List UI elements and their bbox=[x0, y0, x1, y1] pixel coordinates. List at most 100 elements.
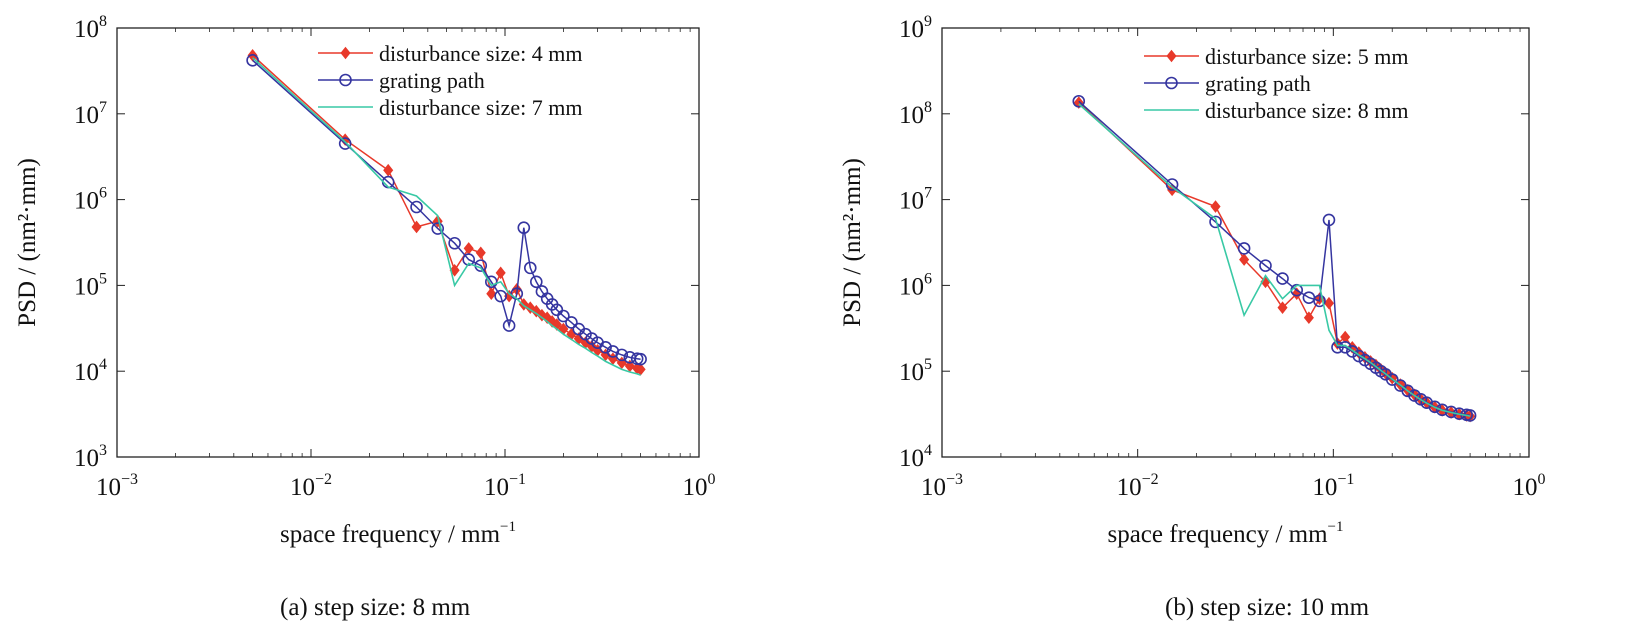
y-tick-label: 103 bbox=[74, 442, 107, 472]
data-point bbox=[411, 220, 422, 234]
data-point bbox=[599, 340, 612, 354]
x-tick-label: 10−1 bbox=[484, 471, 526, 501]
legend-swatch-marker bbox=[1165, 76, 1178, 90]
y-tick-label: 108 bbox=[899, 99, 932, 129]
data-point bbox=[431, 222, 445, 235]
data-point bbox=[1276, 272, 1289, 285]
data-point bbox=[486, 287, 497, 301]
data-point bbox=[579, 327, 592, 341]
y-tick-label: 109 bbox=[899, 13, 932, 43]
data-point bbox=[517, 221, 531, 235]
series-line bbox=[1078, 102, 1471, 417]
y-axis-label: PSD / (nm²·mm) bbox=[14, 158, 41, 327]
x-tick-label: 100 bbox=[683, 471, 716, 501]
legend-label: grating path bbox=[379, 68, 485, 93]
legend-item: grating path bbox=[1144, 71, 1311, 96]
x-tick-label: 10−2 bbox=[290, 471, 332, 501]
legend-item: disturbance size: 7 mm bbox=[318, 95, 582, 120]
data-point bbox=[449, 263, 460, 277]
y-tick-label: 106 bbox=[74, 185, 107, 215]
series-line bbox=[1078, 100, 1471, 417]
y-tick-label: 105 bbox=[74, 270, 107, 300]
x-tick-label: 10−3 bbox=[96, 471, 138, 501]
data-point bbox=[1338, 340, 1352, 354]
y-tick-label: 105 bbox=[899, 356, 932, 386]
data-point bbox=[634, 352, 647, 366]
data-point bbox=[1165, 178, 1179, 191]
data-point bbox=[494, 289, 507, 303]
legend-label: disturbance size: 7 mm bbox=[379, 95, 582, 120]
series-1 bbox=[1072, 94, 1477, 422]
legend-swatch-marker bbox=[1166, 49, 1177, 63]
data-point bbox=[1313, 294, 1326, 308]
x-axis-label: space frequency / mm−1 bbox=[280, 519, 516, 548]
data-point bbox=[1072, 94, 1086, 108]
data-point bbox=[1323, 296, 1335, 310]
y-tick-label: 104 bbox=[74, 356, 107, 386]
data-point bbox=[523, 261, 537, 275]
data-point bbox=[246, 54, 259, 67]
series-2 bbox=[1078, 103, 1471, 417]
legend-swatch-marker bbox=[339, 73, 352, 87]
data-point bbox=[485, 275, 498, 289]
x-axis-label: space frequency / mm−1 bbox=[1107, 519, 1343, 548]
data-point bbox=[462, 253, 476, 266]
series-0 bbox=[1073, 96, 1476, 423]
data-point bbox=[1385, 373, 1399, 386]
data-point bbox=[550, 303, 564, 317]
y-tick-label: 107 bbox=[74, 99, 107, 129]
data-point bbox=[1259, 259, 1272, 272]
data-point bbox=[1277, 301, 1288, 314]
data-point bbox=[502, 319, 516, 332]
y-tick-label: 107 bbox=[899, 185, 932, 215]
legend-item: grating path bbox=[318, 68, 485, 93]
data-point bbox=[557, 309, 570, 323]
data-point bbox=[1322, 213, 1336, 227]
legend-swatch-marker bbox=[340, 46, 351, 60]
chart-b: 10−3 10−2 10−1 100 104 105 106 107 108 109 space f… bbox=[839, 13, 1546, 548]
data-point bbox=[1209, 215, 1222, 229]
series-1 bbox=[246, 54, 647, 366]
legend-item: disturbance size: 4 mm bbox=[318, 41, 582, 66]
data-point bbox=[1210, 200, 1221, 213]
y-tick-label: 108 bbox=[74, 13, 107, 43]
plot-frame bbox=[941, 27, 1530, 458]
data-point bbox=[495, 266, 506, 280]
data-point bbox=[338, 137, 352, 150]
series-2 bbox=[252, 57, 641, 376]
x-tick-label: 100 bbox=[1513, 471, 1546, 501]
caption-a: (a) step size: 8 mm bbox=[280, 594, 471, 621]
data-point bbox=[383, 163, 394, 177]
data-point bbox=[1237, 242, 1251, 255]
data-point bbox=[1303, 311, 1314, 325]
series-line bbox=[252, 59, 641, 360]
data-point bbox=[448, 236, 461, 250]
data-point bbox=[1435, 403, 1449, 417]
legend-label: grating path bbox=[1205, 71, 1311, 96]
data-point bbox=[475, 246, 486, 260]
data-point bbox=[1428, 400, 1442, 414]
data-point bbox=[1239, 253, 1250, 266]
series-line bbox=[252, 57, 641, 376]
x-tick-label: 10−2 bbox=[1117, 471, 1159, 501]
data-point bbox=[530, 275, 543, 289]
legend-item: disturbance size: 5 mm bbox=[1144, 44, 1408, 69]
chart-panel-a: 10−3 10−2 10−1 100 103 104 105 106 107 108 space f… bbox=[0, 0, 800, 643]
y-axis-label: PSD / (nm²·mm) bbox=[839, 158, 866, 327]
x-tick-label: 10−3 bbox=[921, 471, 963, 501]
data-point bbox=[1408, 389, 1421, 402]
legend-label: disturbance size: 8 mm bbox=[1205, 98, 1408, 123]
chart-panel-b: 10−3 10−2 10−1 100 104 105 106 107 108 109 space f… bbox=[839, 0, 1651, 643]
y-tick-label: 104 bbox=[899, 442, 932, 472]
legend-label: disturbance size: 5 mm bbox=[1205, 44, 1408, 69]
data-point bbox=[410, 200, 423, 214]
plot-frame bbox=[116, 27, 700, 458]
x-tick-label: 10−1 bbox=[1312, 471, 1354, 501]
data-point bbox=[565, 316, 578, 329]
caption-b: (b) step size: 10 mm bbox=[1165, 594, 1370, 621]
y-tick-label: 106 bbox=[899, 270, 932, 300]
data-point bbox=[615, 348, 629, 362]
legend-item: disturbance size: 8 mm bbox=[1144, 98, 1408, 123]
